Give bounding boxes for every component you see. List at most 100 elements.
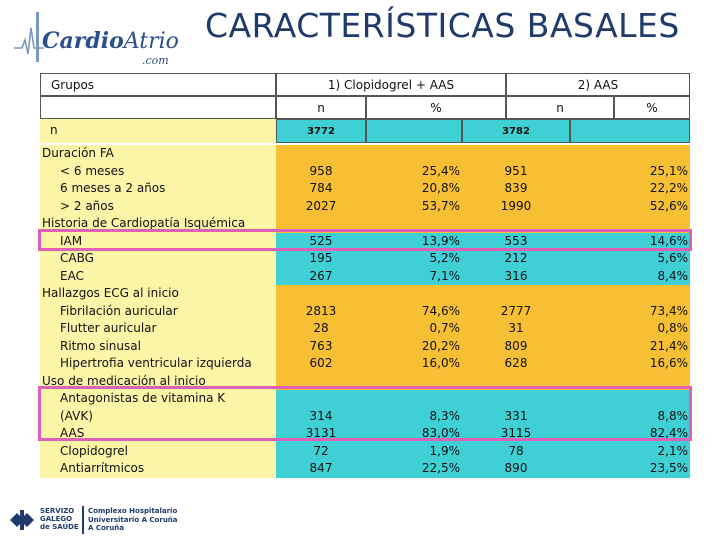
sergas-logo-icon [8, 508, 36, 532]
table-row: Antiarrítmicos 847 22,5% 890 23,5% [40, 460, 690, 478]
n1-total: 3772 [276, 119, 366, 143]
section-title-row: Uso de medicación al inicio [40, 372, 690, 390]
section-title-row: Historia de Cardiopatía Isquémica [40, 215, 690, 233]
p1-cell: 25,4% [366, 162, 462, 180]
n1-cell: 2813 [276, 302, 366, 320]
p2-total-empty [570, 119, 690, 143]
n1-cell [276, 372, 366, 390]
subheader-empty [40, 96, 276, 119]
n1-cell [276, 390, 366, 408]
p2-cell: 73,4% [570, 302, 690, 320]
table-row: < 6 meses 958 25,4% 951 25,1% [40, 162, 690, 180]
n2-cell: 553 [462, 232, 570, 250]
section-title: Uso de medicación al inicio [40, 372, 276, 390]
row-label: Clopidogrel [40, 442, 276, 460]
p1-cell: 13,9% [366, 232, 462, 250]
p1-cell [366, 145, 462, 163]
heartbeat-icon [14, 27, 44, 55]
table-row: Ritmo sinusal 763 20,2% 809 21,4% [40, 337, 690, 355]
section-title-row: Duración FA [40, 145, 690, 163]
n2-cell: 316 [462, 267, 570, 285]
p1-cell [366, 285, 462, 303]
p1-cell [366, 215, 462, 233]
p2-cell [570, 215, 690, 233]
n1-header: n [276, 96, 366, 119]
n2-cell [462, 285, 570, 303]
n2-cell [462, 215, 570, 233]
n1-cell: 3131 [276, 425, 366, 443]
n1-cell: 72 [276, 442, 366, 460]
p1-cell: 20,8% [366, 180, 462, 198]
n1-cell: 784 [276, 180, 366, 198]
table-row: (AVK) 314 8,3% 331 8,8% [40, 407, 690, 425]
p1-header: % [366, 96, 506, 119]
n-row: n 3772 3782 [40, 119, 690, 143]
row-label: Hipertrofia ventricular izquierda [40, 355, 276, 373]
n2-cell [462, 145, 570, 163]
n2-cell: 212 [462, 250, 570, 268]
n2-cell: 839 [462, 180, 570, 198]
row-label: AAS [40, 425, 276, 443]
p2-cell: 8,8% [570, 407, 690, 425]
n1-cell [276, 215, 366, 233]
row-label: Flutter auricular [40, 320, 276, 338]
row-label: Antiarrítmicos [40, 460, 276, 478]
p2-header: % [614, 96, 690, 119]
p1-cell: 83,0% [366, 425, 462, 443]
p1-cell: 53,7% [366, 197, 462, 215]
p1-cell: 8,3% [366, 407, 462, 425]
p2-cell [570, 145, 690, 163]
n1-cell: 763 [276, 337, 366, 355]
n1-cell: 267 [276, 267, 366, 285]
table-row: Fibrilación auricular 2813 74,6% 2777 73,4% [40, 302, 690, 320]
n2-cell: 951 [462, 162, 570, 180]
table-row: Antagonistas de vitamina K [40, 390, 690, 408]
row-label: > 2 años [40, 197, 276, 215]
n-row-label: n [40, 119, 276, 143]
p1-cell: 20,2% [366, 337, 462, 355]
n1-cell: 195 [276, 250, 366, 268]
p2-cell: 25,1% [570, 162, 690, 180]
p2-cell: 23,5% [570, 460, 690, 478]
n2-cell: 331 [462, 407, 570, 425]
section-title: Duración FA [40, 145, 276, 163]
table-row: Clopidogrel 72 1,9% 78 2,1% [40, 442, 690, 460]
row-label: EAC [40, 267, 276, 285]
p1-cell: 1,9% [366, 442, 462, 460]
p2-cell [570, 372, 690, 390]
table-row: 6 meses a 2 años 784 20,8% 839 22,2% [40, 180, 690, 198]
p1-total-empty [366, 119, 462, 143]
group2-header: 2) AAS [506, 73, 690, 96]
n1-cell: 2027 [276, 197, 366, 215]
section-title: Historia de Cardiopatía Isquémica [40, 215, 276, 233]
p2-cell: 22,2% [570, 180, 690, 198]
p1-cell [366, 372, 462, 390]
n2-cell: 809 [462, 337, 570, 355]
p1-cell: 0,7% [366, 320, 462, 338]
n1-cell: 314 [276, 407, 366, 425]
footer-logos: SERVIZO GALEGO de SAÚDE Complexo Hospita… [8, 506, 208, 536]
row-label: Antagonistas de vitamina K [40, 390, 276, 408]
hospital-text: Complexo Hospitalario Universitario A Co… [88, 507, 178, 532]
n1-cell [276, 285, 366, 303]
n2-cell: 78 [462, 442, 570, 460]
section-title-row: Hallazgos ECG al inicio [40, 285, 690, 303]
table-subheader-row: n % n % [40, 96, 690, 119]
logo-subtext: .com [142, 54, 169, 67]
n1-cell: 958 [276, 162, 366, 180]
table-row: Hipertrofia ventricular izquierda 602 16,0… [40, 355, 690, 373]
table-row: CABG 195 5,2% 212 5,6% [40, 250, 690, 268]
n2-cell: 628 [462, 355, 570, 373]
p2-cell: 21,4% [570, 337, 690, 355]
logo-wordmark: CardioAtrio [42, 28, 179, 54]
p2-cell: 8,4% [570, 267, 690, 285]
footer-separator [82, 506, 84, 534]
table-row: IAM 525 13,9% 553 14,6% [40, 232, 690, 250]
groups-header: Grupos [40, 73, 276, 96]
row-label: 6 meses a 2 años [40, 180, 276, 198]
p2-cell [570, 390, 690, 408]
table-row: Flutter auricular 28 0,7% 31 0,8% [40, 320, 690, 338]
logo-bar [36, 12, 39, 62]
p1-cell: 74,6% [366, 302, 462, 320]
p2-cell: 14,6% [570, 232, 690, 250]
